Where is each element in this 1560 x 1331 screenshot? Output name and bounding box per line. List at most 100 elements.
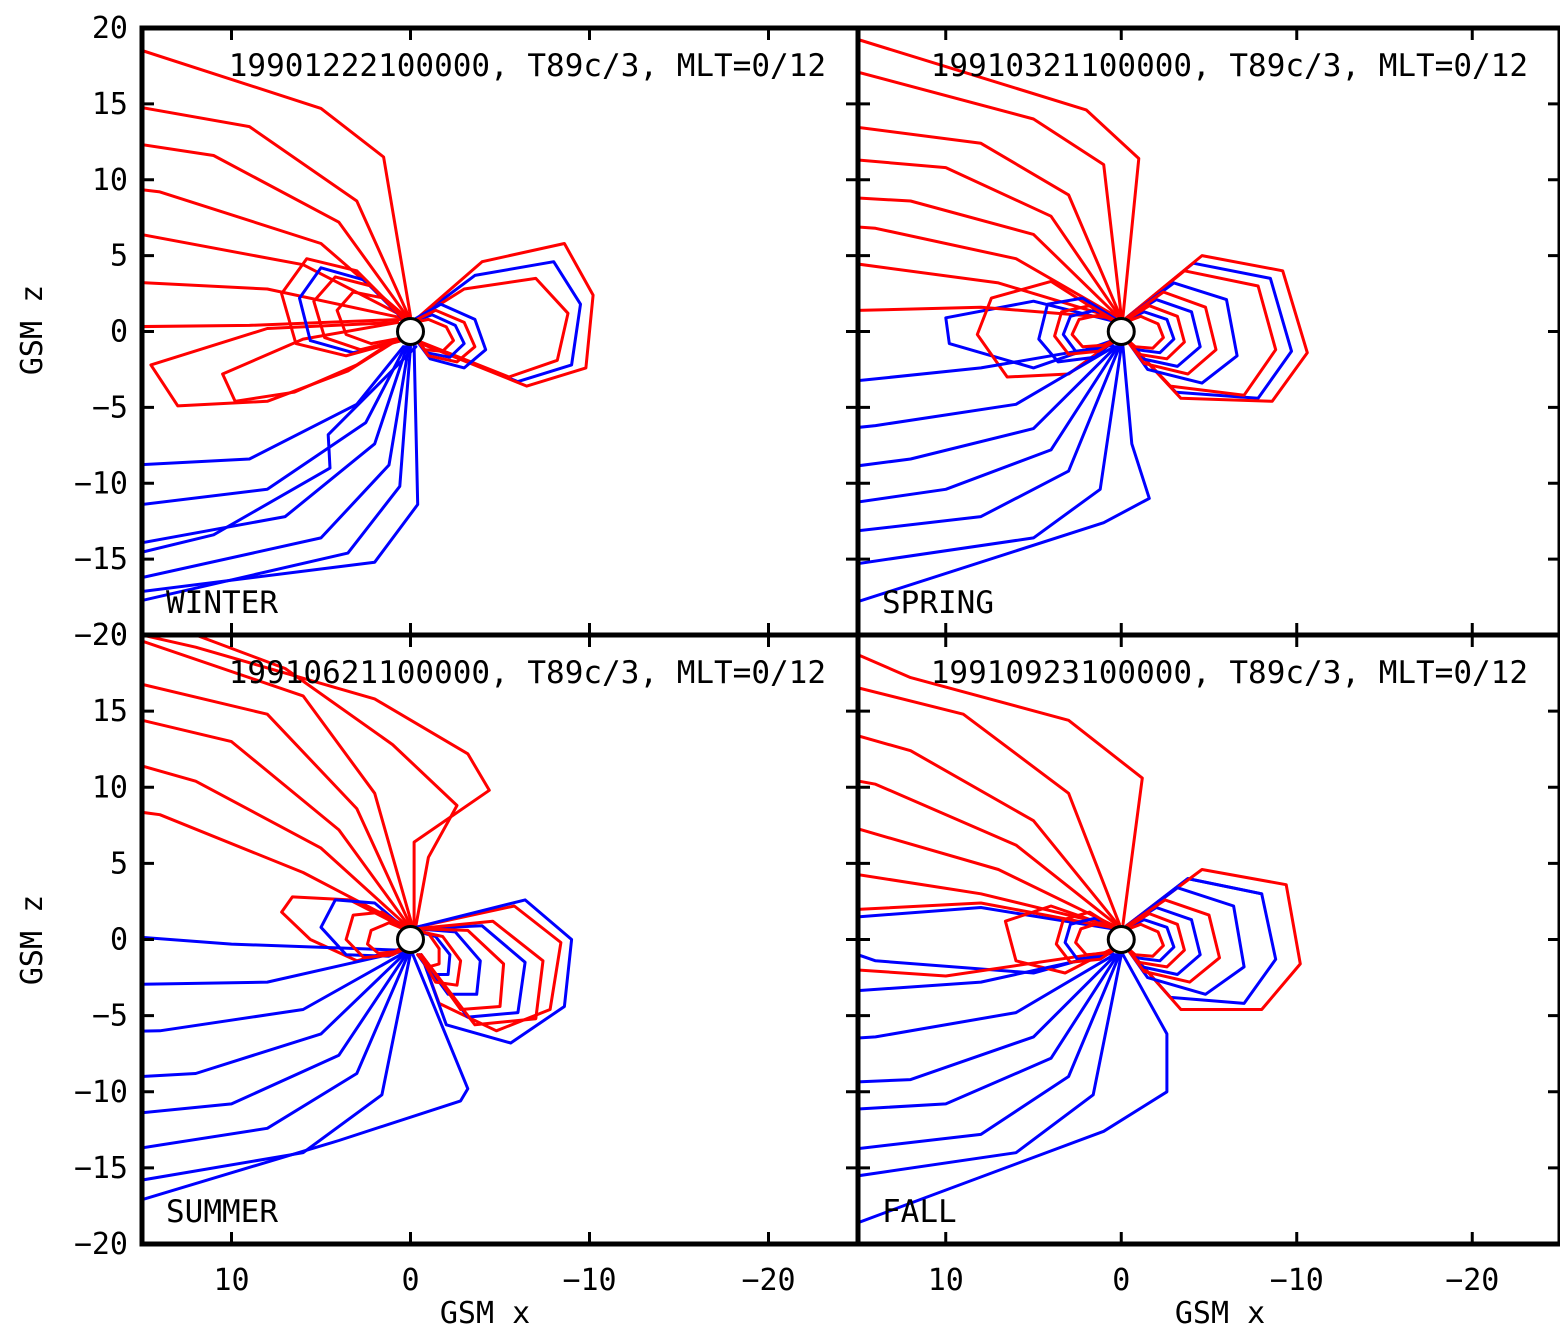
earth-marker	[1106, 317, 1136, 346]
open-field-line-north	[858, 196, 1120, 318]
dipole-field-line-north	[412, 928, 463, 987]
open-field-line-south	[858, 953, 1121, 1151]
open-field-line-south	[142, 951, 405, 1033]
closed-field-line-south	[1125, 877, 1278, 1005]
field-lines	[142, 48, 595, 603]
dipole-field-line-north	[366, 921, 409, 955]
closed-field-line-south	[858, 906, 1114, 975]
open-field-line-south	[858, 953, 1120, 1111]
y-tick-label: −10	[74, 1075, 128, 1110]
open-field-line-south	[858, 953, 1116, 1040]
open-field-line-north	[858, 779, 1118, 926]
dipole-field-line-north	[414, 927, 506, 1011]
open-field-line-north	[858, 653, 1144, 926]
dipole-field-line-north	[280, 257, 407, 358]
y-tick-label: −15	[74, 1151, 128, 1186]
season-label: FALL	[882, 1194, 957, 1230]
y-tick-label: 5	[110, 239, 128, 274]
open-field-line-south	[142, 345, 407, 507]
season-label: SPRING	[882, 585, 994, 621]
panel-summer: 19910621100000, T89c/3, MLT=0/12 SUMMER	[139, 632, 861, 1247]
open-field-line-north	[142, 810, 407, 928]
dipole-field-line-south	[414, 898, 574, 1045]
panel-title: 19901222100000, T89c/3, MLT=0/12	[229, 48, 826, 84]
y-axis-title-bottom: GSM z	[15, 895, 50, 985]
open-field-line-south	[142, 951, 407, 1079]
open-field-line-south	[142, 935, 404, 952]
open-field-line-south	[858, 953, 1123, 1178]
dipole-field-line-north	[1123, 314, 1165, 350]
dipole-field-line-south	[1037, 296, 1118, 364]
closed-field-line-north	[858, 901, 1113, 978]
y-tick-label: −15	[74, 542, 128, 577]
earth-marker	[396, 317, 425, 346]
earth-marker	[1106, 925, 1136, 954]
x-axis-title-left: GSM x	[440, 1296, 530, 1331]
dipole-field-line-north	[1053, 304, 1118, 356]
dipole-field-line-north	[1123, 922, 1165, 958]
open-field-line-north	[858, 70, 1123, 318]
x-tick-label: 10	[928, 1263, 964, 1298]
closed-field-line-north	[1125, 868, 1302, 1011]
open-field-line-north	[858, 225, 1118, 318]
earth-marker	[396, 925, 425, 954]
open-field-line-south	[858, 953, 1118, 1084]
open-field-line-north	[142, 143, 409, 318]
x-tick-label: −10	[562, 1263, 616, 1298]
x-tick-label: −20	[741, 1263, 795, 1298]
open-field-line-south	[142, 345, 412, 603]
x-tick-label: 0	[401, 1263, 419, 1298]
open-field-line-south	[858, 343, 1114, 383]
y-axis-title-top: GSM z	[15, 285, 50, 375]
y-tick-label: −10	[74, 466, 128, 501]
dipole-field-line-north	[1074, 921, 1120, 957]
panel-title: 19910923100000, T89c/3, MLT=0/12	[931, 655, 1528, 691]
open-field-line-north	[194, 635, 459, 928]
open-field-line-north	[858, 125, 1122, 318]
season-label: SUMMER	[166, 1194, 278, 1230]
dipole-field-line-south	[1123, 886, 1246, 996]
open-field-line-south	[858, 953, 1169, 1225]
open-field-line-south	[142, 345, 411, 580]
open-field-line-north	[142, 317, 404, 329]
panel-fall: 19910923100000, T89c/3, MLT=0/12 FALL	[855, 632, 1560, 1247]
season-label: WINTER	[166, 585, 278, 621]
dipole-field-line-south	[1123, 281, 1239, 385]
open-field-line-north	[142, 639, 414, 928]
panel-winter: 19901222100000, T89c/3, MLT=0/12 WINTER	[139, 25, 861, 638]
open-field-line-north	[142, 764, 409, 928]
dipole-field-line-south	[1063, 916, 1118, 961]
panel-title: 19910321100000, T89c/3, MLT=0/12	[931, 48, 1528, 84]
panel-frame	[855, 632, 1560, 1247]
open-field-line-north	[142, 635, 491, 928]
open-field-line-south	[142, 345, 420, 593]
field-lines	[858, 653, 1302, 1225]
open-field-line-south	[142, 345, 409, 545]
panel-title: 19910621100000, T89c/3, MLT=0/12	[229, 655, 826, 691]
closed-field-line-north	[1003, 904, 1114, 975]
open-field-line-south	[858, 345, 1123, 566]
closed-field-line-north	[1125, 269, 1278, 397]
open-field-line-south	[858, 345, 1116, 429]
panel-frame	[139, 25, 861, 638]
y-tick-label: −20	[74, 1227, 128, 1262]
panel-spring: 19910321100000, T89c/3, MLT=0/12 SPRING	[855, 25, 1560, 638]
open-field-line-south	[142, 950, 404, 986]
open-field-line-south	[142, 345, 405, 467]
open-field-line-north	[858, 37, 1141, 318]
dipole-field-line-north	[1054, 910, 1118, 964]
y-tick-label: 10	[92, 163, 128, 198]
closed-field-line-north	[414, 276, 570, 379]
y-tick-label: 15	[92, 694, 128, 729]
open-field-line-north	[858, 827, 1116, 928]
closed-field-line-north	[149, 320, 398, 408]
open-field-line-south	[858, 951, 1114, 993]
open-field-line-north	[858, 734, 1120, 926]
open-field-line-north	[142, 281, 404, 320]
closed-field-line-south	[1125, 877, 1264, 928]
y-tick-label: −20	[74, 618, 128, 653]
y-tick-label: 10	[92, 770, 128, 805]
open-field-line-south	[142, 951, 411, 1150]
open-field-line-north	[142, 48, 412, 318]
